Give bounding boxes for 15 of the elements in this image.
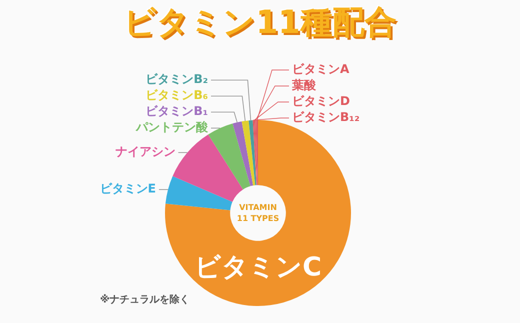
slice-label: ビタミンB₁ xyxy=(146,104,208,118)
text: ※ナチュラルを除く xyxy=(100,294,190,306)
text: 11 TYPES xyxy=(236,214,280,224)
slice-label: パントテン酸 xyxy=(134,120,209,134)
slice-label: ビタミンA xyxy=(292,62,350,76)
slice-label: 葉酸 xyxy=(291,78,317,92)
slice-label: ビタミンC xyxy=(194,252,322,283)
chart-title: ビタミン11種配合 xyxy=(122,2,398,42)
slice-label: ナイアシン xyxy=(115,144,176,159)
slice-label: ビタミンB₁₂ xyxy=(292,110,360,124)
slice-label: ビタミンB₆ xyxy=(146,88,208,102)
slice-label: ビタミンB₂ xyxy=(146,72,208,86)
slice-label: ビタミンE xyxy=(100,182,156,196)
slice-label: ビタミンD xyxy=(292,94,350,108)
text: VITAMIN xyxy=(239,203,277,212)
